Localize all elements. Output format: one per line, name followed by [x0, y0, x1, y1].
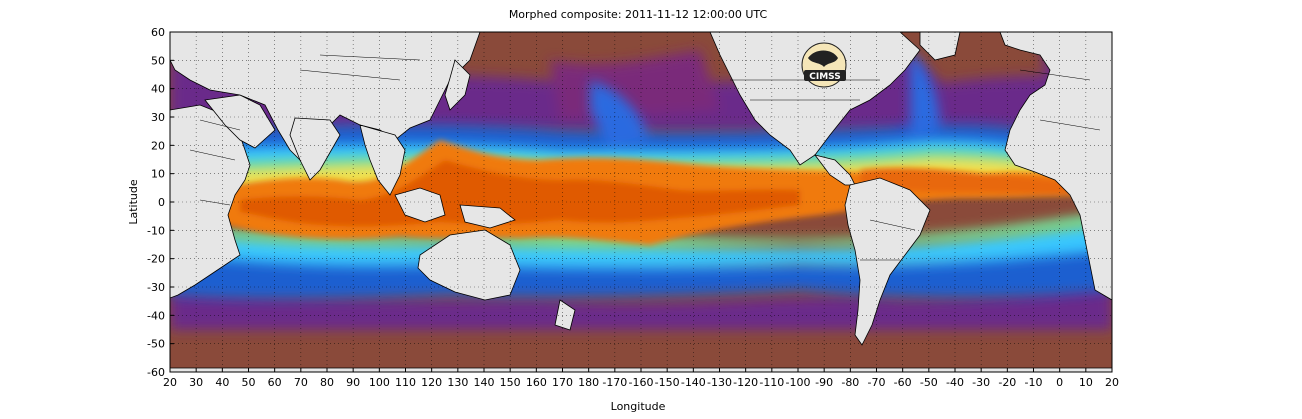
x-tick-label: -30: [972, 376, 990, 389]
x-tick-label: 180: [578, 376, 599, 389]
southeast-asia-land: [359, 124, 406, 196]
x-tick-label: -60: [894, 376, 912, 389]
greenland-land: [919, 32, 961, 61]
europe-africa-east-land: [999, 32, 1112, 301]
land-masses: [170, 32, 1112, 372]
y-tick-label: -60: [147, 366, 165, 379]
moisture-field: [170, 32, 1112, 372]
x-tick-label: -160: [629, 376, 654, 389]
y-tick-label: -30: [147, 281, 165, 294]
y-tick-label: 60: [151, 26, 165, 39]
x-tick-label: -50: [920, 376, 938, 389]
new-zealand-land: [554, 299, 576, 331]
x-tick-label: 90: [346, 376, 360, 389]
indonesia-land: [394, 187, 446, 223]
new-guinea-land: [459, 204, 516, 229]
y-tick-label: 0: [158, 196, 165, 209]
orange-itcz: [215, 140, 1100, 245]
x-tick-label: 20: [1105, 376, 1119, 389]
y-tick-label: 40: [151, 83, 165, 96]
y-axis-label: Latitude: [127, 179, 140, 225]
x-tick-label: 50: [242, 376, 256, 389]
y-tick-label: 30: [151, 111, 165, 124]
x-tick-label: 20: [163, 376, 177, 389]
x-tick-label: 130: [447, 376, 468, 389]
x-tick-label: -150: [655, 376, 680, 389]
x-axis-ticks: 20 30 40 50 60 70 80 90 100 110 120 130 140 150 160 170…: [163, 368, 1119, 389]
y-tick-label: -50: [147, 338, 165, 351]
y-tick-label: 50: [151, 54, 165, 67]
y-axis-ticks: 60 50 40 30 20 10 0 -10 -20 -30 -40 -50 -60: [147, 26, 174, 379]
country-borders: [189, 54, 1101, 261]
x-tick-label: 70: [294, 376, 308, 389]
x-tick-label: -40: [946, 376, 964, 389]
x-tick-label: 110: [395, 376, 416, 389]
japan-land: [444, 59, 471, 111]
cimss-logo-icon: CIMSS: [801, 42, 847, 88]
y-tick-label: 10: [151, 168, 165, 181]
x-tick-label: 30: [189, 376, 203, 389]
x-tick-label: -110: [759, 376, 784, 389]
x-tick-label: -100: [786, 376, 811, 389]
x-axis-label: Longitude: [611, 400, 666, 413]
x-tick-label: 80: [320, 376, 334, 389]
logo-text: CIMSS: [809, 72, 840, 82]
x-tick-label: -20: [998, 376, 1016, 389]
x-tick-label: 100: [369, 376, 390, 389]
x-tick-label: -90: [815, 376, 833, 389]
x-tick-label: 140: [474, 376, 495, 389]
x-tick-label: -80: [841, 376, 859, 389]
x-tick-label: -130: [707, 376, 732, 389]
x-tick-label: 0: [1056, 376, 1063, 389]
gridlines: [170, 32, 1112, 372]
x-tick-label: 60: [268, 376, 282, 389]
south-america-land: [844, 177, 931, 346]
x-tick-label: 120: [421, 376, 442, 389]
x-tick-label: 150: [500, 376, 521, 389]
y-tick-label: 20: [151, 139, 165, 152]
x-tick-label: -70: [868, 376, 886, 389]
x-tick-label: -170: [602, 376, 627, 389]
x-tick-label: -120: [733, 376, 758, 389]
x-tick-label: 170: [552, 376, 573, 389]
map-title: Morphed composite: 2011-11-12 12:00:00 U…: [509, 8, 768, 21]
x-tick-label: 10: [1079, 376, 1093, 389]
x-tick-label: -140: [681, 376, 706, 389]
x-tick-label: -10: [1025, 376, 1043, 389]
y-tick-label: -40: [147, 309, 165, 322]
india-land: [289, 117, 341, 181]
y-tick-label: -10: [147, 224, 165, 237]
x-tick-label: 160: [526, 376, 547, 389]
australia-land: [417, 229, 521, 301]
y-tick-label: -20: [147, 253, 165, 266]
x-tick-label: 40: [215, 376, 229, 389]
